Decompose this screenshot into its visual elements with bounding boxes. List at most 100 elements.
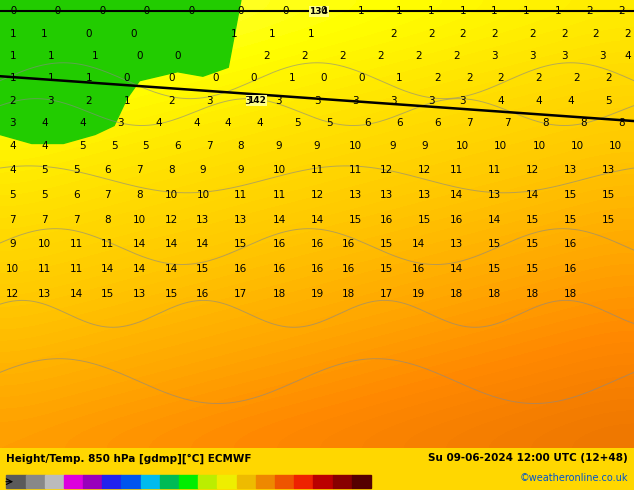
Text: 2: 2 [339,51,346,61]
Text: 9: 9 [10,239,16,249]
Text: 7: 7 [504,118,510,128]
Text: 1: 1 [555,6,561,16]
Text: 5: 5 [143,141,149,151]
Text: 17: 17 [235,289,247,299]
Text: 15: 15 [526,239,539,249]
Text: 11: 11 [349,165,361,175]
Text: 19: 19 [311,289,323,299]
Text: 5: 5 [295,118,301,128]
Text: 7: 7 [41,215,48,225]
Text: 13: 13 [197,215,209,225]
Text: 16: 16 [342,264,355,274]
Text: 2: 2 [586,6,593,16]
Text: 14: 14 [165,264,178,274]
Text: 15: 15 [602,190,615,200]
Text: 16: 16 [380,215,393,225]
Text: 9: 9 [276,141,282,151]
Text: 8: 8 [105,215,111,225]
Text: 14: 14 [412,239,425,249]
Text: 3: 3 [244,96,250,106]
Text: 6: 6 [396,118,403,128]
Text: 16: 16 [564,239,577,249]
Text: 5: 5 [79,141,86,151]
Bar [275,475,294,489]
Text: 2: 2 [491,28,498,39]
Text: 2: 2 [605,74,612,83]
Text: 15: 15 [418,215,431,225]
Bar [332,475,352,489]
Text: 9: 9 [200,165,206,175]
Bar [352,475,371,489]
Text: 16: 16 [311,239,323,249]
Text: 2: 2 [561,28,567,39]
Text: 15: 15 [235,239,247,249]
Text: 3: 3 [599,51,605,61]
Text: 4: 4 [225,118,231,128]
Text: 5: 5 [10,190,16,200]
Text: 14: 14 [488,215,501,225]
Bar [217,475,236,489]
Text: 2: 2 [460,28,466,39]
Text: 16: 16 [311,264,323,274]
Text: 4: 4 [567,96,574,106]
Text: 0: 0 [124,74,130,83]
Text: 10: 10 [456,141,469,151]
Text: 10: 10 [495,141,507,151]
Text: 1: 1 [396,6,403,16]
Text: 6: 6 [73,190,79,200]
Text: 1: 1 [48,51,54,61]
Text: 13: 13 [133,289,146,299]
Text: 4: 4 [41,141,48,151]
Text: 3: 3 [390,96,396,106]
Text: 5: 5 [327,118,333,128]
Text: 10: 10 [197,190,209,200]
Text: 7: 7 [466,118,472,128]
Text: 8: 8 [168,165,174,175]
Text: 13: 13 [488,190,501,200]
Text: 3: 3 [10,118,16,128]
Text: 18: 18 [273,289,285,299]
Text: 4: 4 [193,118,200,128]
Text: 4: 4 [79,118,86,128]
Text: 10: 10 [349,141,361,151]
Bar [25,475,45,489]
Text: 15: 15 [197,264,209,274]
Text: 16: 16 [412,264,425,274]
Text: 11: 11 [311,165,323,175]
Text: 3: 3 [48,96,54,106]
Bar [141,475,160,489]
Text: 3: 3 [561,51,567,61]
Text: 14: 14 [197,239,209,249]
Text: 2: 2 [593,28,599,39]
Text: 2: 2 [574,74,580,83]
Text: 11: 11 [70,239,82,249]
Text: 2: 2 [390,28,396,39]
Polygon shape [0,0,241,144]
Text: 1: 1 [48,74,54,83]
Text: 8: 8 [580,118,586,128]
Text: 1: 1 [86,74,92,83]
Text: 0: 0 [320,6,327,16]
Text: 11: 11 [101,239,114,249]
Bar [102,475,122,489]
Text: 2: 2 [453,51,460,61]
Text: 4: 4 [10,141,16,151]
Text: 14: 14 [70,289,82,299]
Text: 14: 14 [311,215,323,225]
Text: 8: 8 [618,118,624,128]
Text: 15: 15 [564,190,577,200]
Text: 7: 7 [73,215,79,225]
Bar [160,475,179,489]
Text: 5: 5 [605,96,612,106]
Bar [83,475,102,489]
Text: 2: 2 [498,74,504,83]
Text: 2: 2 [466,74,472,83]
Text: 11: 11 [450,165,463,175]
Text: 1: 1 [491,6,498,16]
Text: 2: 2 [529,28,536,39]
Text: 10: 10 [165,190,178,200]
Text: 19: 19 [412,289,425,299]
Text: 13: 13 [380,190,393,200]
Text: 4: 4 [10,165,16,175]
Bar [198,475,217,489]
